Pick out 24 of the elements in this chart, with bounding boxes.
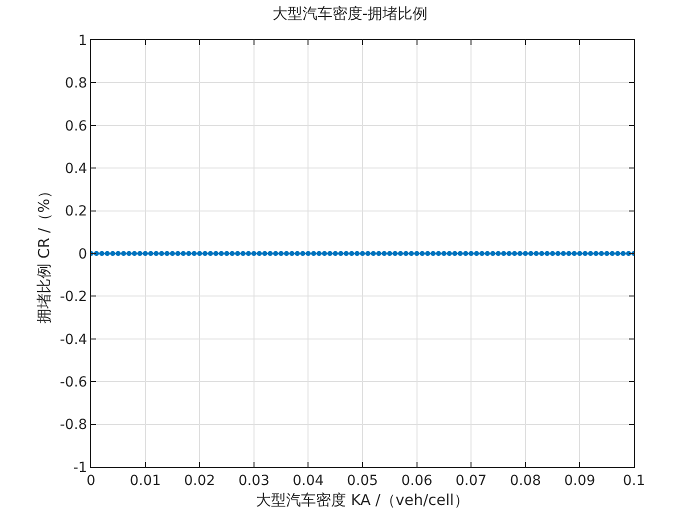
y-tick-label: -0.8 xyxy=(60,417,88,434)
y-tick-label: 0.4 xyxy=(64,161,88,177)
x-tick-label: 0.04 xyxy=(292,472,324,489)
x-tick-label: 0.09 xyxy=(564,472,596,489)
y-tick-label: 0 xyxy=(78,246,88,262)
y-tick-label: 0.8 xyxy=(64,76,88,92)
y-axis-title: 拥堵比例 CR /（%） xyxy=(35,184,54,324)
y-tick-label: -0.6 xyxy=(60,374,88,390)
x-tick-label: 0.05 xyxy=(346,472,378,489)
y-tick-label: -1 xyxy=(73,460,88,476)
y-tick-label: 1 xyxy=(78,32,88,49)
x-tick-label: 0.08 xyxy=(510,472,541,489)
x-axis-title: 大型汽车密度 KA /（veh/cell） xyxy=(256,490,469,509)
x-tick-label: 0.02 xyxy=(184,472,216,489)
x-tick-label: 0.03 xyxy=(238,472,270,489)
x-tick-label: 0.07 xyxy=(456,472,487,489)
y-tick-label: 0.2 xyxy=(64,204,88,220)
y-tick-label: 0.6 xyxy=(64,118,88,134)
x-tick-label: 0.06 xyxy=(401,472,432,489)
x-tick-label: 0.1 xyxy=(622,472,646,489)
chart-title: 大型汽车密度-拥堵比例 xyxy=(272,4,428,22)
y-tick-label: -0.2 xyxy=(60,289,88,306)
x-tick-label: 0.01 xyxy=(130,472,161,489)
y-tick-label: -0.4 xyxy=(60,332,88,348)
